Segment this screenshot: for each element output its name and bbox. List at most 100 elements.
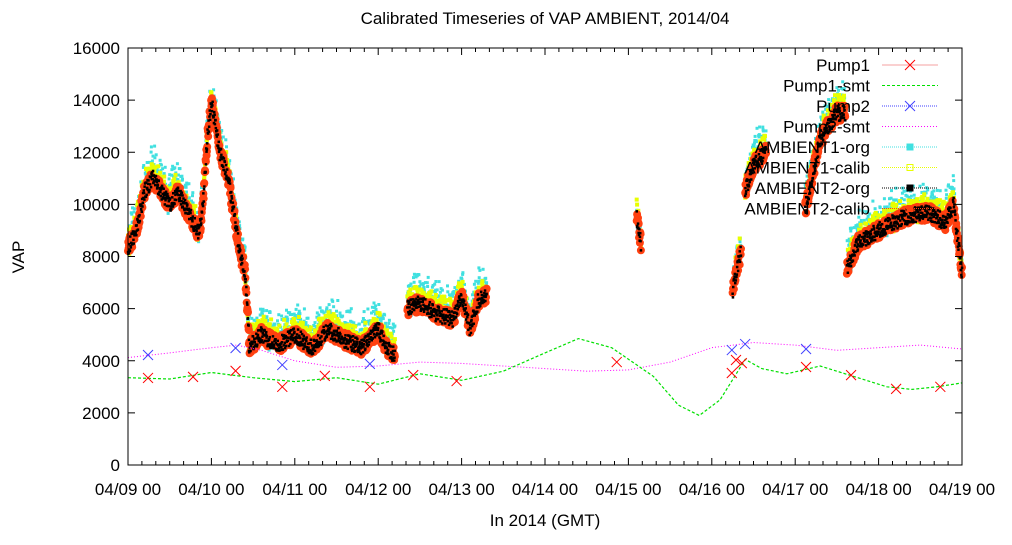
data-point: [156, 169, 160, 173]
data-point: [922, 192, 927, 197]
data-point: [282, 317, 287, 322]
data-point: [285, 308, 288, 312]
data-point: [388, 331, 393, 336]
data-point: [408, 287, 413, 292]
data-point: [282, 325, 287, 330]
data-point: [426, 275, 430, 279]
data-point: [250, 322, 255, 327]
data-point: [296, 322, 301, 327]
data-point: [392, 340, 397, 345]
data-point: [265, 309, 269, 313]
data-point: [277, 323, 282, 328]
data-point: [816, 124, 820, 128]
data-point: [352, 321, 356, 325]
data-point: [894, 202, 899, 207]
data-point: [156, 164, 161, 169]
data-point: [888, 202, 892, 206]
data-point: [932, 195, 936, 199]
data-point: [383, 313, 387, 317]
data-point: [835, 86, 839, 90]
data-point: [315, 311, 319, 315]
data-point: [921, 182, 925, 186]
data-point: [849, 237, 854, 242]
data-point: [446, 284, 449, 288]
data-point: [408, 284, 412, 288]
data-point: [435, 288, 439, 292]
data-point: [912, 193, 916, 197]
data-point: [374, 318, 379, 322]
data-point: [447, 304, 451, 308]
data-point: [885, 205, 889, 209]
data-point: [929, 195, 933, 199]
data-point: [217, 120, 221, 124]
data-point: [856, 223, 860, 227]
data-point: [869, 220, 873, 225]
data-layer: [124, 80, 966, 417]
data-point: [391, 322, 395, 326]
data-point: [159, 163, 163, 167]
data-point: [456, 284, 461, 289]
data-point: [271, 327, 276, 332]
data-point: [426, 285, 430, 288]
data-point: [265, 315, 269, 319]
data-point: [737, 236, 742, 241]
data-point: [161, 179, 166, 184]
data-point: [471, 293, 474, 297]
data-point: [366, 307, 370, 311]
data-point: [338, 311, 342, 315]
data-point: [166, 211, 170, 215]
data-point: [898, 199, 903, 203]
data-point: [845, 239, 849, 243]
data-point: [476, 281, 480, 285]
data-point: [164, 182, 167, 186]
data-point: [746, 161, 751, 166]
data-point: [635, 202, 640, 207]
data-point: [202, 175, 207, 180]
data-point: [871, 217, 876, 222]
data-point: [366, 319, 370, 323]
data-point: [756, 145, 760, 149]
data-point: [260, 318, 265, 323]
data-point: [823, 104, 827, 108]
data-point: [412, 272, 416, 276]
data-point: [864, 210, 868, 214]
data-point: [859, 219, 863, 222]
data-point: [234, 214, 239, 219]
data-point: [162, 172, 166, 176]
data-point: [388, 326, 392, 330]
data-point: [761, 125, 765, 129]
data-point: [315, 315, 319, 319]
data-point: [259, 307, 262, 311]
data-point: [848, 240, 852, 244]
data-point: [423, 281, 427, 285]
data-point: [477, 279, 481, 283]
data-point: [952, 187, 956, 191]
data-point: [293, 321, 298, 326]
data-point: [753, 134, 757, 138]
data-point: [930, 190, 934, 194]
data-point: [325, 314, 330, 319]
data-point: [752, 144, 756, 148]
data-point: [832, 98, 836, 103]
data-point: [372, 317, 377, 322]
data-point: [418, 285, 422, 288]
x-axis-label: In 2014 (GMT): [490, 511, 601, 530]
data-point: [391, 326, 395, 330]
data-point: [268, 310, 272, 314]
data-point: [336, 319, 341, 324]
data-point: [296, 321, 300, 325]
data-point: [241, 237, 245, 241]
data-point: [369, 321, 374, 326]
data-point: [335, 309, 338, 313]
data-point: [894, 198, 898, 202]
data-point: [298, 312, 302, 316]
data-point: [409, 282, 413, 286]
data-point: [894, 207, 898, 212]
data-point: [377, 303, 381, 306]
data-point: [244, 326, 253, 335]
data-point: [150, 159, 154, 163]
data-point: [209, 91, 214, 96]
data-point: [757, 135, 761, 139]
data-point: [427, 292, 432, 297]
data-point: [918, 184, 922, 188]
